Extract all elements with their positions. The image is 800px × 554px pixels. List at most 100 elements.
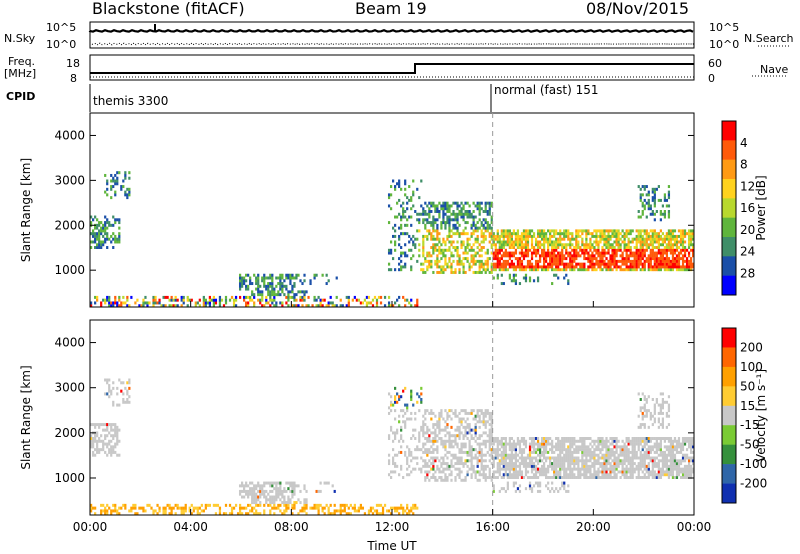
- power-cell: [404, 187, 407, 191]
- power-cell: [663, 262, 667, 266]
- velocity-cell: [269, 501, 272, 505]
- velocity-cell: [247, 503, 250, 507]
- power-cell: [543, 251, 546, 255]
- power-cell: [394, 223, 397, 227]
- power-cell: [655, 259, 658, 263]
- velocity-cell: [293, 503, 296, 507]
- power-cell: [587, 259, 590, 263]
- power-cell: [490, 237, 493, 241]
- velocity-cell: [567, 445, 570, 449]
- power-cell: [538, 254, 542, 258]
- velocity-colorbar-swatch: [722, 328, 736, 348]
- power-cell: [534, 268, 538, 272]
- velocity-cell: [112, 434, 115, 438]
- power-cell: [293, 276, 296, 280]
- power-cell: [444, 221, 447, 225]
- velocity-cell: [577, 473, 580, 477]
- power-cell: [528, 229, 532, 233]
- velocity-cell: [583, 473, 586, 477]
- power-cell: [484, 226, 487, 230]
- velocity-cell: [532, 448, 536, 452]
- power-cell: [486, 221, 489, 225]
- velocity-cell: [106, 509, 109, 513]
- power-cell: [394, 301, 397, 305]
- power-cell: [283, 284, 286, 288]
- velocity-cell: [102, 442, 105, 446]
- velocity-cell: [607, 453, 610, 457]
- velocity-cell: [484, 459, 487, 463]
- power-cell: [579, 268, 582, 272]
- velocity-cell: [643, 398, 646, 401]
- velocity-cell: [440, 439, 443, 443]
- velocity-cell: [170, 509, 173, 513]
- power-cell: [490, 218, 493, 222]
- power-cell: [462, 229, 465, 233]
- power-cell: [446, 215, 449, 219]
- power-cell: [488, 257, 491, 261]
- velocity-cell: [518, 445, 522, 449]
- velocity-cell: [534, 442, 538, 446]
- freq-label: Freq.: [8, 55, 36, 68]
- velocity-cell: [663, 459, 667, 463]
- velocity-cell: [488, 476, 491, 479]
- power-cell: [643, 232, 646, 236]
- velocity-cell: [116, 431, 119, 435]
- power-cell: [536, 259, 540, 263]
- power-cell: [253, 301, 256, 305]
- velocity-cell: [569, 437, 572, 440]
- power-cell: [462, 204, 465, 208]
- velocity-cell: [657, 476, 660, 479]
- power-cell: [247, 301, 250, 305]
- power-cell: [404, 243, 407, 247]
- velocity-cell: [124, 506, 127, 510]
- velocity-cell: [631, 476, 634, 479]
- power-cell: [112, 176, 115, 180]
- velocity-cell: [277, 506, 280, 510]
- velocity-cell: [661, 473, 664, 477]
- power-colorbar-swatch: [722, 140, 736, 160]
- power-cell: [110, 196, 113, 200]
- power-cell: [551, 262, 554, 266]
- power-cell: [267, 293, 270, 297]
- power-colorbar-tick-label: 12: [740, 179, 755, 193]
- velocity-cell: [540, 445, 544, 449]
- power-cell: [271, 287, 274, 291]
- velocity-cell: [561, 448, 564, 452]
- velocity-cell: [94, 453, 97, 457]
- power-cell: [647, 234, 650, 238]
- velocity-cell: [361, 506, 365, 510]
- power-cell: [498, 240, 501, 244]
- power-cell: [434, 229, 437, 233]
- velocity-cell: [543, 456, 546, 460]
- velocity-cell: [514, 453, 518, 457]
- velocity-cell: [651, 462, 654, 466]
- power-cell: [444, 257, 447, 261]
- power-cell: [683, 268, 687, 272]
- power-cell: [657, 237, 660, 241]
- velocity-cell: [536, 453, 540, 457]
- power-cell: [430, 237, 433, 241]
- velocity-cell: [516, 476, 520, 479]
- power-cell: [265, 276, 268, 280]
- velocity-cell: [512, 453, 516, 457]
- power-cell: [329, 301, 332, 305]
- velocity-cell: [599, 476, 602, 479]
- power-cell: [631, 237, 634, 241]
- power-cell: [458, 232, 461, 236]
- power-cell: [530, 262, 534, 266]
- power-cell: [645, 240, 648, 244]
- power-cell: [518, 251, 522, 255]
- velocity-cell: [524, 473, 528, 477]
- power-cell: [460, 246, 463, 249]
- velocity-cell: [643, 442, 646, 446]
- power-cell: [504, 243, 507, 247]
- velocity-cell: [667, 437, 671, 440]
- velocity-cell: [633, 470, 636, 474]
- velocity-cell: [273, 495, 276, 499]
- velocity-cell: [422, 445, 425, 449]
- nsky-tick-bottom: 10^0: [46, 38, 77, 51]
- velocity-cell: [629, 473, 632, 477]
- velocity-cell: [691, 445, 695, 449]
- velocity-cell: [106, 434, 109, 438]
- power-cell: [510, 251, 513, 255]
